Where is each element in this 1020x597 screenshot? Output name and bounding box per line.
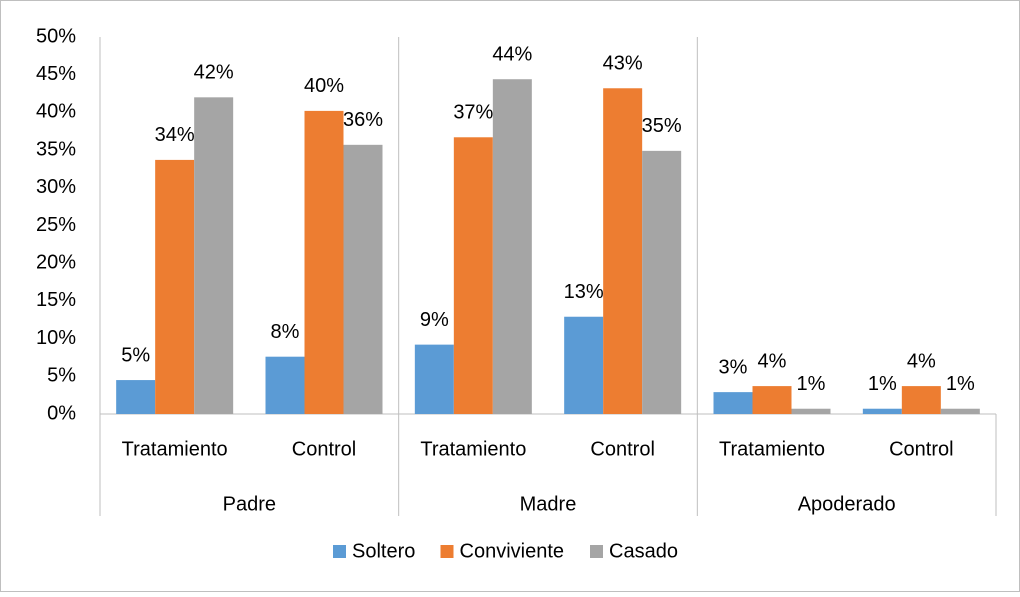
y-tick-label: 50% bbox=[36, 25, 76, 47]
bar bbox=[304, 110, 344, 414]
data-label: 3% bbox=[719, 356, 748, 378]
data-label: 9% bbox=[420, 309, 449, 331]
y-tick-label: 45% bbox=[36, 63, 76, 85]
legend-label: Casado bbox=[609, 540, 678, 562]
y-tick-label: 5% bbox=[47, 365, 76, 387]
bar bbox=[642, 150, 682, 414]
data-label: 37% bbox=[453, 102, 493, 124]
y-tick-label: 10% bbox=[36, 327, 76, 349]
y-tick-label: 40% bbox=[36, 101, 76, 123]
x-tick-label: Tratamiento bbox=[122, 438, 228, 460]
y-tick-label: 30% bbox=[36, 176, 76, 198]
y-tick-label: 0% bbox=[47, 402, 76, 424]
legend-swatch bbox=[440, 545, 454, 558]
data-label: 8% bbox=[271, 321, 300, 343]
bar bbox=[564, 316, 604, 414]
bar bbox=[901, 386, 941, 414]
bar bbox=[265, 356, 305, 414]
x-tick-label: Control bbox=[889, 438, 953, 460]
group-label: Madre bbox=[520, 493, 577, 515]
legend-label: Conviviente bbox=[460, 540, 565, 562]
data-label: 13% bbox=[564, 281, 604, 303]
y-tick-label: 25% bbox=[36, 214, 76, 236]
bar bbox=[791, 408, 831, 414]
x-tick-label: Tratamiento bbox=[420, 438, 526, 460]
bar bbox=[343, 144, 383, 414]
data-label: 34% bbox=[155, 124, 195, 146]
y-tick-label: 35% bbox=[36, 138, 76, 160]
bar bbox=[603, 88, 643, 414]
legend-swatch bbox=[590, 545, 603, 558]
bar bbox=[492, 79, 532, 414]
bar bbox=[713, 392, 753, 414]
y-tick-label: 20% bbox=[36, 251, 76, 273]
data-label: 5% bbox=[121, 344, 150, 366]
x-tick-label: Control bbox=[292, 438, 356, 460]
bar bbox=[940, 408, 980, 414]
bar bbox=[453, 137, 493, 415]
legend-swatch bbox=[333, 545, 346, 558]
x-tick-label: Control bbox=[590, 438, 654, 460]
bar bbox=[116, 380, 156, 414]
bar bbox=[414, 344, 454, 414]
data-label: 42% bbox=[194, 62, 234, 84]
data-label: 4% bbox=[907, 350, 936, 372]
data-label: 1% bbox=[868, 373, 897, 395]
bar bbox=[194, 97, 234, 414]
data-label: 36% bbox=[343, 109, 383, 131]
y-tick-label: 15% bbox=[36, 289, 76, 311]
data-label: 4% bbox=[758, 350, 787, 372]
bar bbox=[155, 159, 195, 414]
legend-label: Soltero bbox=[352, 540, 415, 562]
group-label: Apoderado bbox=[798, 493, 896, 515]
data-label: 44% bbox=[492, 44, 532, 66]
data-label: 1% bbox=[946, 373, 975, 395]
x-tick-label: Tratamiento bbox=[719, 438, 825, 460]
data-label: 35% bbox=[642, 115, 682, 137]
data-label: 40% bbox=[304, 75, 344, 97]
group-label: Padre bbox=[223, 493, 276, 515]
bar bbox=[862, 408, 902, 414]
bar bbox=[752, 386, 792, 414]
data-label: 43% bbox=[603, 53, 643, 75]
data-label: 1% bbox=[797, 373, 826, 395]
